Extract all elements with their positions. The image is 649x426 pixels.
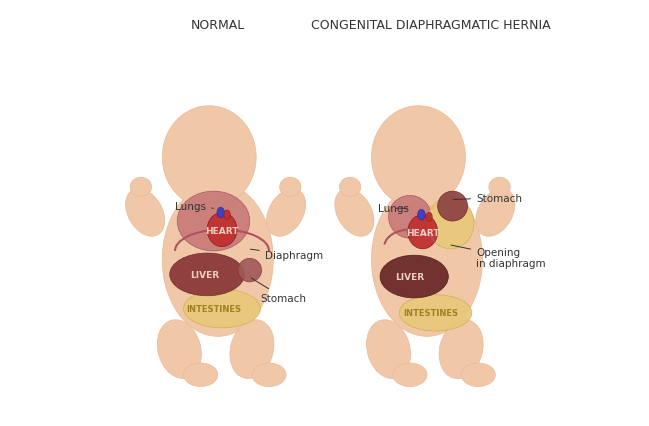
Ellipse shape: [489, 178, 510, 197]
Text: INTESTINES: INTESTINES: [404, 308, 459, 318]
Ellipse shape: [130, 178, 152, 197]
Ellipse shape: [476, 189, 515, 237]
Ellipse shape: [126, 189, 165, 237]
Ellipse shape: [177, 192, 250, 251]
Ellipse shape: [224, 210, 230, 220]
Ellipse shape: [184, 363, 218, 387]
Ellipse shape: [207, 213, 237, 247]
Ellipse shape: [252, 363, 286, 387]
Ellipse shape: [461, 363, 495, 387]
Ellipse shape: [371, 106, 465, 209]
Ellipse shape: [371, 183, 482, 337]
Ellipse shape: [389, 196, 431, 239]
Ellipse shape: [380, 256, 448, 298]
FancyBboxPatch shape: [408, 173, 442, 211]
Ellipse shape: [427, 198, 474, 249]
Ellipse shape: [217, 207, 225, 219]
Ellipse shape: [367, 320, 411, 379]
Ellipse shape: [157, 320, 201, 379]
Ellipse shape: [393, 363, 427, 387]
Ellipse shape: [417, 210, 425, 221]
Ellipse shape: [162, 183, 273, 337]
Ellipse shape: [162, 106, 256, 209]
Ellipse shape: [230, 320, 274, 379]
Text: LIVER: LIVER: [190, 270, 219, 279]
Text: Opening
in diaphragm: Opening in diaphragm: [451, 245, 546, 268]
Text: NORMAL: NORMAL: [191, 19, 245, 32]
Text: Lungs: Lungs: [175, 201, 214, 212]
Text: HEART: HEART: [205, 227, 239, 236]
Text: Stomach: Stomach: [251, 278, 306, 303]
Text: Diaphragm: Diaphragm: [251, 250, 323, 261]
Text: Stomach: Stomach: [453, 193, 522, 203]
Ellipse shape: [238, 259, 262, 282]
Text: CONGENITAL DIAPHRAGMATIC HERNIA: CONGENITAL DIAPHRAGMATIC HERNIA: [312, 19, 551, 32]
Ellipse shape: [339, 178, 361, 197]
Ellipse shape: [280, 178, 301, 197]
Ellipse shape: [169, 253, 245, 296]
Ellipse shape: [335, 189, 374, 237]
Ellipse shape: [439, 320, 483, 379]
Ellipse shape: [399, 295, 472, 331]
Ellipse shape: [267, 189, 306, 237]
Ellipse shape: [437, 192, 467, 222]
FancyBboxPatch shape: [199, 173, 233, 211]
Ellipse shape: [426, 213, 432, 222]
Ellipse shape: [408, 215, 437, 249]
Text: LIVER: LIVER: [395, 272, 424, 282]
Ellipse shape: [184, 290, 260, 328]
Text: HEART: HEART: [406, 228, 439, 238]
Text: INTESTINES: INTESTINES: [186, 304, 241, 314]
Text: Lungs: Lungs: [378, 204, 409, 214]
